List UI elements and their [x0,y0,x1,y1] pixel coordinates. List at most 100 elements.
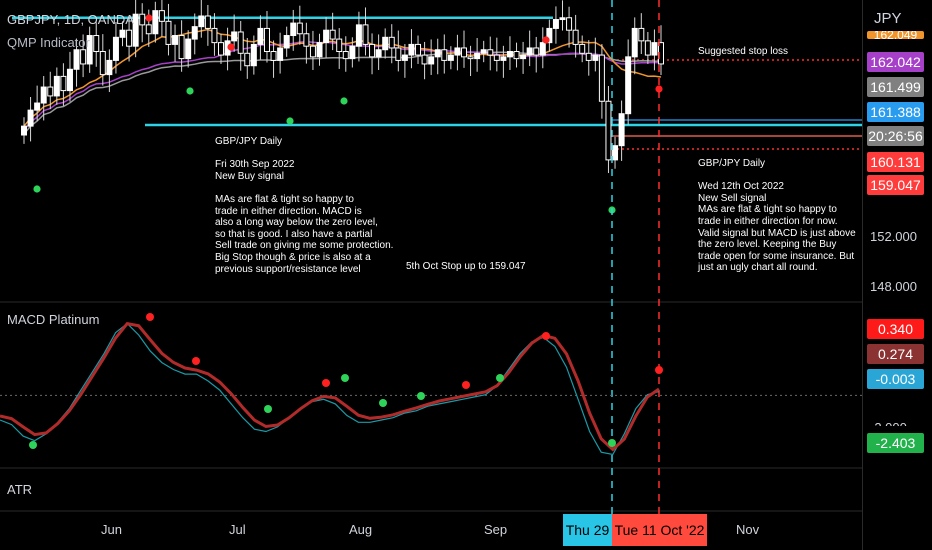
candle-body [579,43,586,54]
candle-body [441,49,448,61]
candle-body [152,10,159,35]
candle-body [428,56,435,65]
cursor-date-right: Tue 11 Oct '22 [612,514,707,546]
candle-body [585,52,592,61]
candle-body [257,27,264,45]
candle-body [382,36,389,51]
macd-signal-dot [417,392,425,400]
candle-body [263,27,270,53]
countdown-tag: 20:26:56 [867,126,924,146]
signal-dot [286,117,294,125]
macd-signal-dot [192,357,200,365]
candle-body [211,27,218,44]
candle-body [533,47,540,56]
candle-body [126,29,133,47]
price-tag-ma-grey: 161.499 [867,77,924,97]
candle-body [625,56,632,115]
candle-body [53,75,60,97]
candle-body [80,49,87,65]
candle-body [119,29,126,38]
candle-body [86,35,93,65]
macd-signal-dot [496,374,504,382]
candle-body [493,54,500,61]
macd-signal-line [0,322,660,456]
price-tag-ema-orange: 162.049 [867,31,924,39]
signal-dot [340,97,348,105]
signal-dot [145,14,153,22]
signal-dot [655,85,663,93]
candle-body [158,10,165,22]
macd-signal-dot [341,374,349,382]
indicator-title: QMP Indicator [7,35,90,50]
candle-body [631,27,638,58]
candle-body [644,40,651,56]
macd-signal-dot [655,366,663,374]
macd-title: MACD Platinum [7,312,100,327]
candle-body [277,47,284,61]
candle-body [480,49,487,54]
candle-body [559,17,566,21]
candle-body [460,47,467,58]
macd-signal-dot [379,399,387,407]
stop-loss-label: Suggested stop loss [698,46,789,57]
candle-body [106,59,113,76]
macd-tag-value: 0.340 [867,319,924,339]
candle-body [309,45,316,58]
candle-body [47,86,54,97]
atr-title: ATR [7,482,33,497]
candle-body [93,35,100,53]
candle-body [355,24,362,47]
candle-body [612,145,619,161]
macd-tag-signal: 0.274 [867,344,924,364]
candle-body [60,75,67,92]
candle-body [323,29,330,44]
candle-body [552,19,559,29]
macd-signal-dot [264,405,272,413]
candle-body [283,35,290,49]
signal-dot [186,87,194,95]
candle-body [27,109,34,127]
price-tick-148: 148.000 [870,279,917,294]
macd-tag-other: -2.403 [867,433,924,453]
candle-body [369,43,376,58]
candle-body [296,22,303,35]
candle-body [21,125,27,136]
candle-body [520,54,527,60]
price-tag-stop: 160.131 [867,152,924,172]
candle-body [40,86,47,104]
macd-signal-dot [462,381,470,389]
candle-body [244,52,251,67]
candle-body [618,113,625,147]
candle-body [513,51,520,60]
candle-body [421,54,428,65]
macd-signal-dot [146,313,154,321]
candle-body [572,29,579,45]
candle-body [231,31,238,42]
candle-body [329,29,336,40]
ma-purple-line [23,40,662,131]
candle-body [218,42,225,56]
candle-body [316,42,323,58]
candle-body [388,36,395,49]
time-label-nov: Nov [736,522,760,537]
candle-body [73,49,80,70]
time-label-jul: Jul [229,522,246,537]
candle-body [447,54,454,61]
price-tag-current: 161.388 [867,102,924,122]
macd-signal-dot [29,441,37,449]
candle-body [191,26,198,40]
candle-body [349,45,356,60]
macd-tick-partial: -2.000 [870,420,907,426]
signal-dot [33,185,41,193]
candle-body [539,42,546,56]
candle-body [132,13,139,47]
signal-dot [227,43,235,51]
candle-body [506,51,513,58]
buy-note: GBP/JPY Daily Fri 30th Sep 2022 New Buy … [215,136,394,275]
candle-body [66,68,73,92]
signal-dot [542,36,550,44]
candle-body [165,20,172,45]
macd-tag-histogram: -0.003 [867,369,924,389]
